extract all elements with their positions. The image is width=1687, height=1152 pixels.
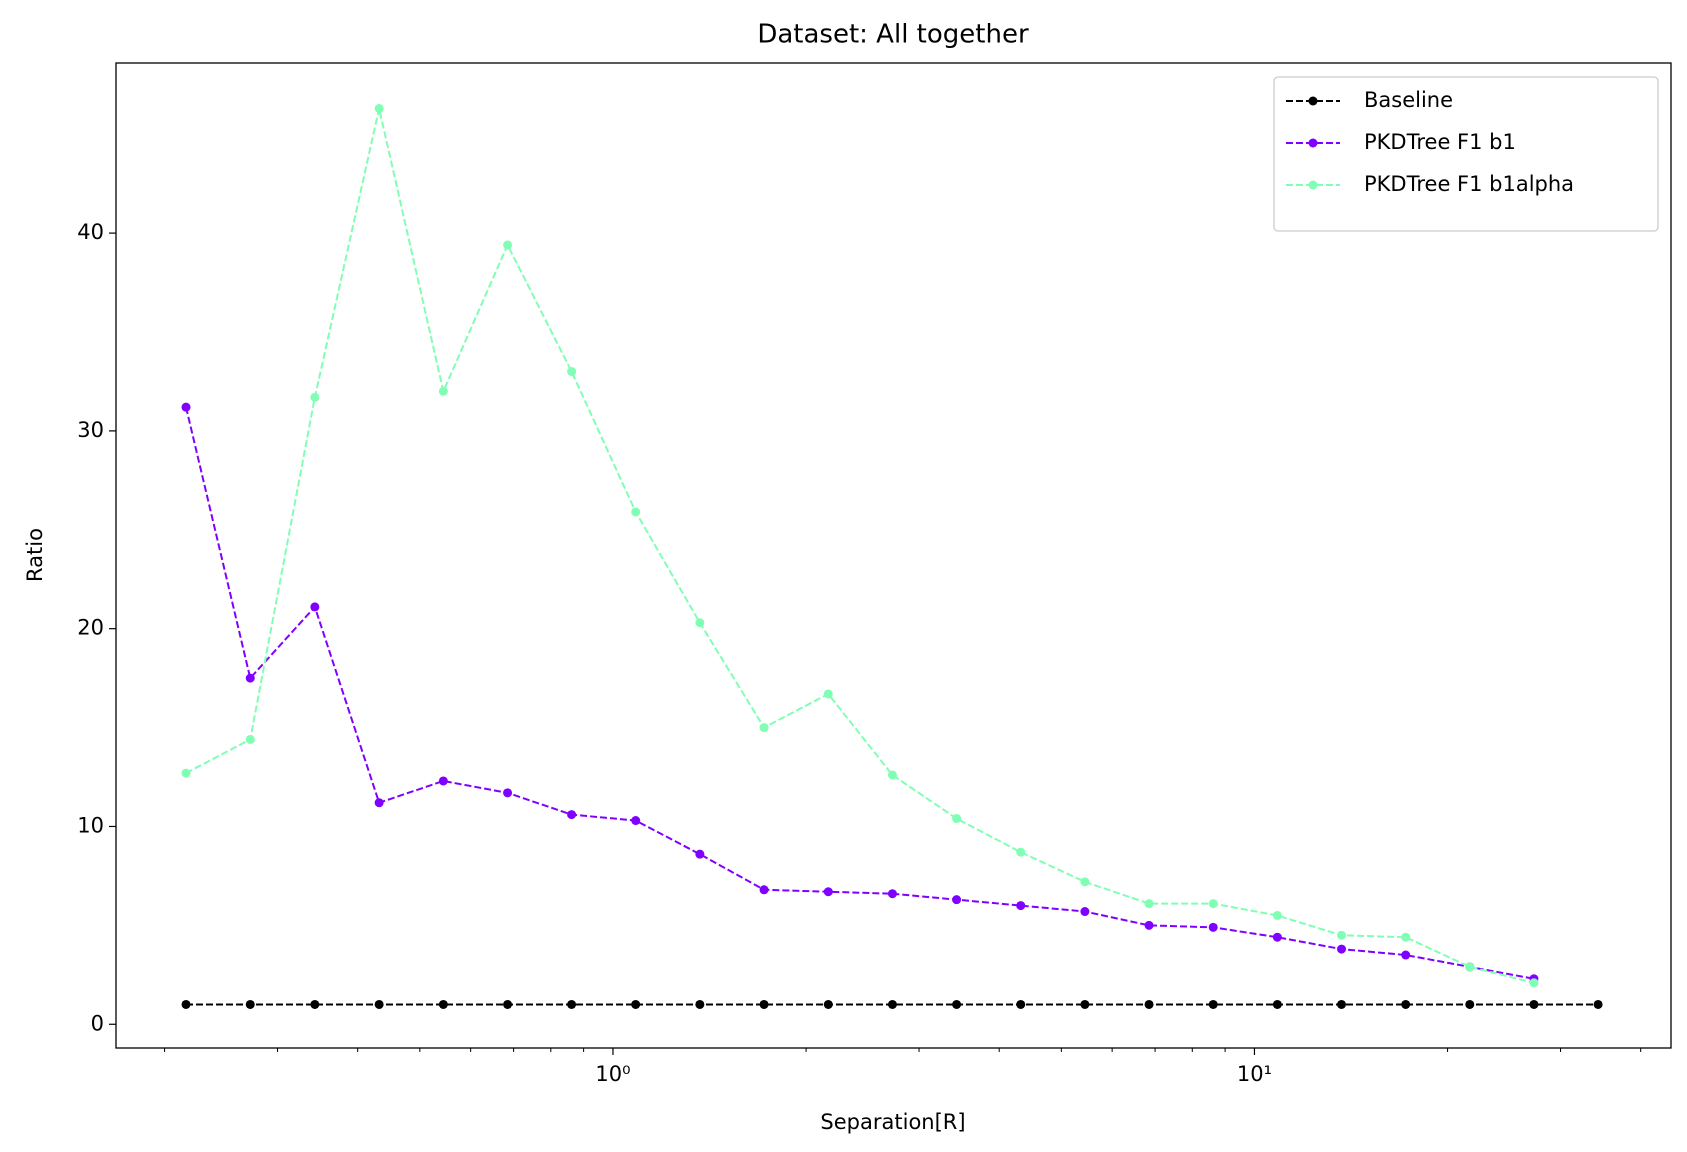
point	[245, 734, 255, 744]
point	[1208, 999, 1218, 1009]
point	[887, 889, 897, 899]
legend-label: PKDTree F1 b1alpha	[1364, 172, 1574, 196]
point	[1016, 999, 1026, 1009]
point	[952, 999, 962, 1009]
point	[823, 689, 833, 699]
series-line	[185, 108, 1535, 984]
y-tick-label: 20	[77, 616, 104, 640]
y-tick-label: 10	[77, 813, 104, 837]
point	[567, 810, 577, 820]
point	[1080, 907, 1090, 917]
point	[1529, 999, 1539, 1009]
point	[374, 103, 384, 113]
x-axis-label: Separation[R]	[820, 1110, 965, 1134]
point	[310, 602, 320, 612]
point	[1529, 978, 1539, 988]
point	[1144, 899, 1154, 909]
point	[695, 999, 705, 1009]
y-tick-label: 30	[77, 418, 104, 442]
point	[759, 885, 769, 895]
legend-marker	[1308, 180, 1318, 190]
point	[1465, 962, 1475, 972]
point	[438, 999, 448, 1009]
point	[374, 999, 384, 1009]
point	[1144, 920, 1154, 930]
point	[631, 507, 641, 517]
point	[181, 999, 191, 1009]
point	[1208, 922, 1218, 932]
x-tick-label: 10¹	[1237, 1062, 1272, 1086]
legend-box	[1273, 76, 1659, 232]
y-tick-label: 40	[77, 220, 104, 244]
point	[567, 367, 577, 377]
point	[823, 999, 833, 1009]
point	[1016, 847, 1026, 857]
point	[245, 673, 255, 683]
point	[438, 776, 448, 786]
point	[695, 849, 705, 859]
point	[1337, 944, 1347, 954]
point	[952, 895, 962, 905]
point	[374, 798, 384, 808]
point	[695, 618, 705, 628]
point	[181, 768, 191, 778]
point	[1016, 901, 1026, 911]
point	[567, 999, 577, 1009]
chart-title: Dataset: All together	[757, 20, 1029, 50]
point	[503, 240, 513, 250]
legend-marker	[1308, 138, 1318, 148]
point	[1337, 999, 1347, 1009]
point	[310, 392, 320, 402]
point	[887, 770, 897, 780]
point	[1401, 999, 1411, 1009]
y-axis-label: Ratio	[23, 528, 47, 582]
point	[503, 999, 513, 1009]
point	[759, 999, 769, 1009]
point	[438, 386, 448, 396]
point	[1080, 999, 1090, 1009]
legend-label: Baseline	[1364, 88, 1453, 112]
point	[1593, 999, 1603, 1009]
point	[503, 788, 513, 798]
point	[1272, 910, 1282, 920]
point	[887, 999, 897, 1009]
legend-label: PKDTree F1 b1	[1364, 130, 1516, 154]
point	[1208, 899, 1218, 909]
point	[245, 999, 255, 1009]
legend-marker	[1308, 96, 1318, 106]
point	[823, 887, 833, 897]
point	[1272, 932, 1282, 942]
point	[1465, 999, 1475, 1009]
point	[631, 816, 641, 826]
point	[1401, 932, 1411, 942]
point	[952, 814, 962, 824]
point	[1144, 999, 1154, 1009]
point	[1272, 999, 1282, 1009]
plot-frame	[115, 62, 1672, 1049]
point	[1337, 930, 1347, 940]
point	[1401, 950, 1411, 960]
point	[1080, 877, 1090, 887]
point	[631, 999, 641, 1009]
point	[310, 999, 320, 1009]
point	[759, 723, 769, 733]
x-tick-label: 10⁰	[595, 1062, 630, 1086]
series-line	[185, 406, 1535, 980]
y-tick-label: 0	[91, 1011, 104, 1035]
point	[181, 402, 191, 412]
